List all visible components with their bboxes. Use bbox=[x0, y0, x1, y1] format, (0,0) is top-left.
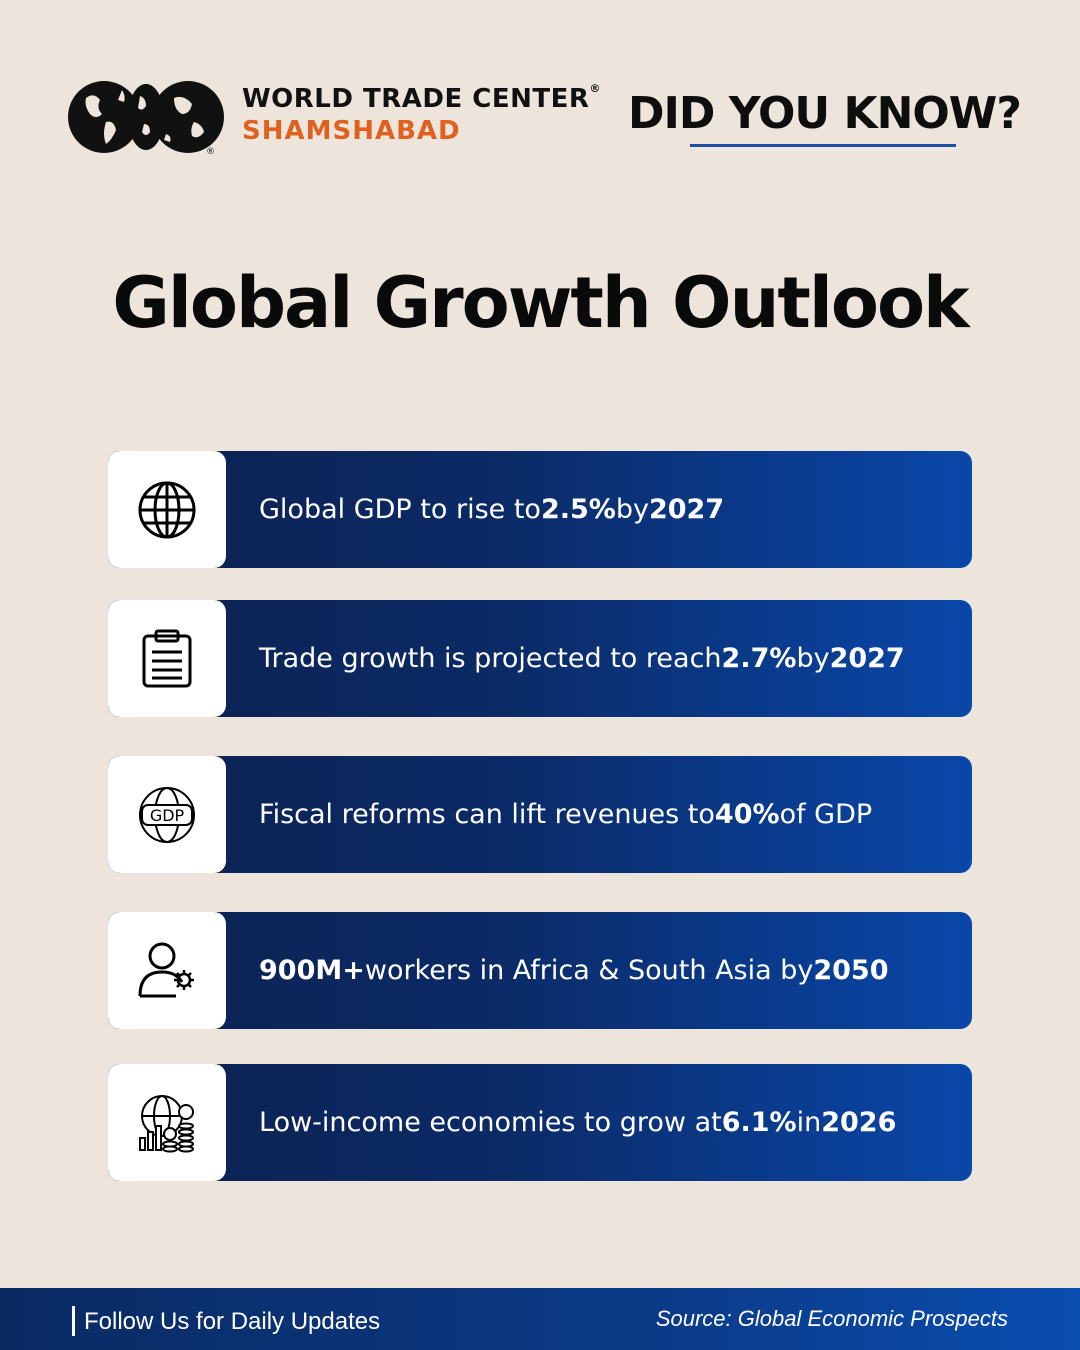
svg-text:®: ® bbox=[206, 147, 215, 156]
fact-card: 900M+ workers in Africa & South Asia by … bbox=[108, 912, 972, 1029]
heading-underline bbox=[690, 144, 956, 147]
fact-icon-box: GDP bbox=[108, 756, 226, 873]
fact-text: Fiscal reforms can lift revenues to 40% … bbox=[259, 799, 873, 830]
svg-text:GDP: GDP bbox=[150, 806, 185, 825]
clipboard-icon bbox=[142, 629, 192, 687]
brand-name: WORLD TRADE CENTER® bbox=[242, 82, 601, 114]
source-text: Source: Global Economic Prospects bbox=[655, 1306, 1008, 1331]
brand-location: SHAMSHABAD bbox=[242, 116, 461, 146]
fact-icon-box bbox=[108, 912, 226, 1029]
wtc-globes-icon: ® bbox=[68, 81, 224, 156]
page-title: Global Growth Outlook bbox=[112, 262, 969, 344]
brand-logo: ® WORLD TRADE CENTER® SHAMSHABAD bbox=[66, 78, 606, 158]
fact-icon-box bbox=[108, 1064, 226, 1181]
worker-gear-icon bbox=[138, 942, 194, 997]
fact-text: Low-income economies to grow at 6.1% in … bbox=[259, 1107, 897, 1138]
fact-icon-box bbox=[108, 451, 226, 568]
fact-text: 900M+ workers in Africa & South Asia by … bbox=[259, 955, 889, 986]
economy-growth-icon bbox=[139, 1094, 194, 1152]
fact-card: Low-income economies to grow at 6.1% in … bbox=[108, 1064, 972, 1181]
fact-card: Global GDP to rise to 2.5% by 2027 bbox=[108, 451, 972, 568]
fact-icon-box bbox=[108, 600, 226, 717]
fact-card: Trade growth is projected to reach 2.7% … bbox=[108, 600, 972, 717]
did-you-know-heading: DID YOU KNOW? bbox=[628, 88, 1022, 139]
gdp-globe-icon: GDP bbox=[139, 786, 195, 843]
fact-text: Trade growth is projected to reach 2.7% … bbox=[259, 643, 905, 674]
fact-card: GDP Fiscal reforms can lift revenues to … bbox=[108, 756, 972, 873]
globe-icon bbox=[138, 481, 196, 538]
footer-divider bbox=[72, 1306, 75, 1336]
follow-us-text: Follow Us for Daily Updates bbox=[84, 1308, 381, 1335]
fact-text: Global GDP to rise to 2.5% by 2027 bbox=[259, 494, 725, 525]
footer: Follow Us for Daily Updates Source: Glob… bbox=[0, 1288, 1080, 1350]
